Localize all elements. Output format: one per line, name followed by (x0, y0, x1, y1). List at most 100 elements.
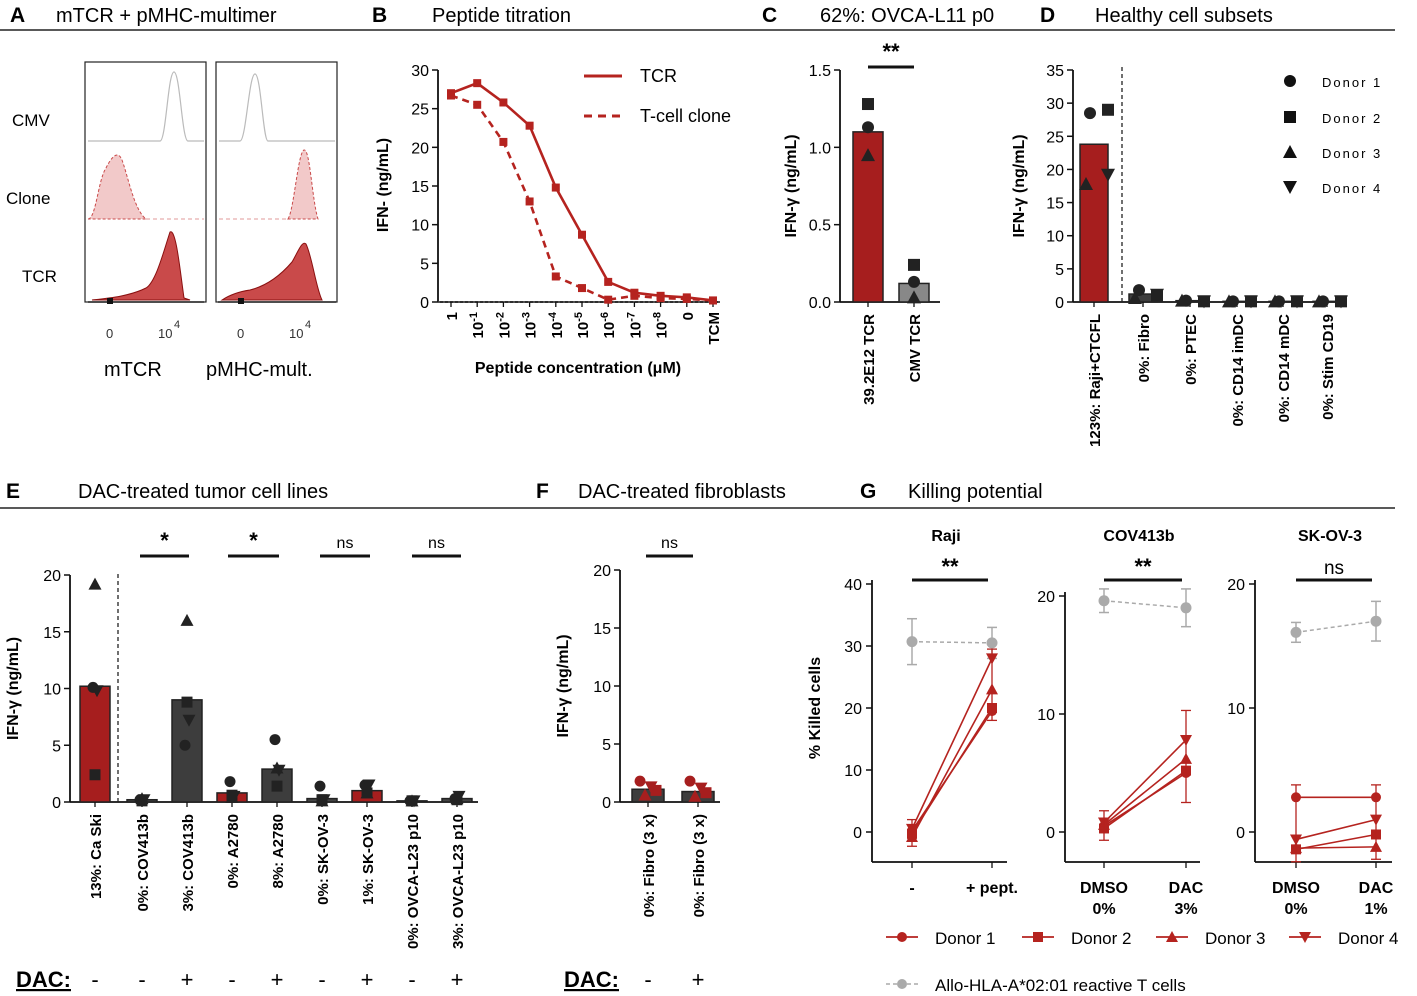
panel-d-point (1101, 168, 1115, 182)
panel-g-skov3-y-tick-label: 20 (1227, 577, 1245, 594)
histogram-cmv-mtcr (88, 71, 204, 142)
panel-f-y-tick-label: 10 (593, 679, 611, 696)
panel-d-point (1150, 288, 1164, 302)
panel-e-sig-label: * (160, 528, 169, 553)
panel-d-point (1079, 177, 1093, 191)
panel-f-chart: 0 5 10 15 20 0%: Fibro (3 x) - 0%: Fibro (3 x) +… (555, 535, 720, 992)
panel-g-skov3-x-tick-label: 1% (1364, 901, 1387, 918)
panel-b-x-tick-label: 0 (680, 312, 697, 320)
panel-d-legend-marker (1284, 111, 1296, 123)
panel-g-legend-marker (1033, 932, 1043, 942)
panel-g-y-label: % Killed cells (807, 657, 824, 759)
histogram-frame-pmhc (215, 61, 338, 303)
panel-g-raji-y-tick-label: 10 (844, 763, 862, 780)
panel-g-legend-marker (1299, 932, 1311, 943)
panel-f-point (688, 789, 702, 802)
xlabel-mtcr: mTCR (104, 359, 162, 381)
panel-d-y-tick-label: 15 (1046, 196, 1064, 213)
row-label-cmv: CMV (12, 111, 50, 130)
panel-g-cov413b-y-tick-label: 10 (1037, 707, 1055, 724)
panel-c-y-tick-label: 1.0 (809, 140, 831, 157)
tick-ten-pmhc: 10 (289, 326, 303, 341)
panel-b-x-tick-label: 10-1 (468, 312, 487, 338)
panel-b-x-tick-label: 10-7 (625, 312, 644, 338)
panel-b-point (499, 98, 508, 107)
panel-d-x-tick-label: 0%: CD14 imDC (1230, 314, 1247, 427)
panel-g-cov413b-donor-line (1103, 758, 1187, 826)
panel-g-legend-allo-label: Allo-HLA-A*02:01 reactive T cells (935, 976, 1186, 995)
panel-e-sig-label: ns (337, 535, 354, 552)
panel-g-skov3-x-tick-label: DMSO (1272, 880, 1320, 897)
panel-g-raji-y-tick-label: 30 (844, 639, 862, 656)
panel-d-legend-label: Donor 1 (1322, 75, 1382, 90)
panel-f-dac-sign: + (692, 967, 705, 992)
panel-e-point (180, 613, 194, 626)
panel-c-x-tick-label: CMV TCR (907, 314, 924, 382)
panel-d-y-tick-label: 20 (1046, 162, 1064, 179)
panel-g-raji-x-tick-label: + pept. (966, 880, 1018, 897)
panel-f-sig-label: ns (661, 535, 678, 552)
panel-g-legend-allo-marker (897, 979, 907, 989)
panel-b-point (630, 291, 639, 300)
histogram-tcr-mtcr (91, 231, 191, 301)
panel-e-y-tick-label: 10 (43, 682, 61, 699)
panel-f-point (700, 787, 712, 799)
panel-b-x-tick-label: 10-6 (599, 312, 618, 338)
row-label-tcr: TCR (22, 267, 57, 286)
panel-a-letter: A (10, 4, 25, 27)
panel-f-x-tick-label: 0%: Fibro (3 x) (641, 814, 658, 917)
panel-f-point (644, 781, 658, 794)
panel-e-point (181, 696, 193, 708)
panel-g-cov413b-x-tick-label: 0% (1092, 901, 1115, 918)
panel-b-y-tick-label: 30 (411, 63, 429, 80)
panel-f-point (650, 784, 662, 796)
panel-g-cov413b-donor-line (1103, 739, 1187, 824)
panel-g-skov3-donor-line (1295, 833, 1377, 851)
panel-g-cov413b-x-tick-label: 3% (1174, 901, 1197, 918)
panel-g-cov413b-subplot-title: COV413b (1103, 528, 1174, 545)
panel-e-x-tick-label: 0%: A2780 (225, 814, 242, 889)
panel-d-x-tick-label: 0%: Fibro (1136, 314, 1153, 382)
panel-e-point (272, 764, 286, 777)
panel-c-title: 62%: OVCA-L11 p0 (820, 5, 994, 27)
panel-g-letter: G (860, 480, 876, 503)
panel-e-dac-sign: + (451, 967, 464, 992)
panel-c-chart: 0.0 0.5 1.0 1.5 39.2E12 TCR CMV TCR ** IFN-γ (n… (783, 39, 940, 405)
panel-e-x-tick-label: 13%: Ca Ski (88, 814, 105, 899)
panel-e-dac-sign: - (138, 967, 145, 992)
panel-e-point (269, 734, 281, 746)
panel-b-point (551, 272, 560, 281)
panel-e-point (182, 714, 196, 727)
panel-g-raji-allo-point (986, 637, 998, 649)
panel-b-point (473, 100, 482, 109)
panel-c-point (862, 98, 874, 111)
panel-g-raji-y-tick-label: 20 (844, 701, 862, 718)
panel-e-title: DAC-treated tumor cell lines (78, 481, 328, 503)
histogram-clone-pmhc (287, 149, 319, 220)
panel-b-y-tick-label: 10 (411, 218, 429, 235)
panel-f-y-tick-label: 20 (593, 563, 611, 580)
panel-f-point (694, 782, 708, 795)
panel-g-raji-subplot-title: Raji (931, 528, 960, 545)
panel-e-point (137, 794, 151, 807)
panel-c-y-tick-label: 1.5 (809, 63, 831, 80)
xlabel-pmhc-mult: pMHC-mult. (206, 359, 313, 381)
panel-e-x-tick-label: 3%: OVCA-L23 p10 (450, 814, 467, 949)
panel-d-point (1244, 295, 1258, 309)
tick-ten-exp-pmhc: 4 (305, 319, 311, 331)
panel-c-y-label: IFN-γ (ng/mL) (783, 134, 800, 237)
panel-g-legend-label: Donor 4 (1338, 929, 1398, 948)
panel-e-sig-label: ns (428, 535, 445, 552)
panel-e-point (224, 776, 236, 788)
panel-d-y-tick-label: 5 (1055, 262, 1064, 279)
panel-d-legend-label: Donor 3 (1322, 146, 1382, 161)
panel-b-point (709, 296, 717, 305)
panel-d-point (1290, 295, 1304, 309)
panel-e-bar (79, 685, 111, 803)
tick-ten-mtcr: 10 (158, 326, 172, 341)
panel-e-letter: E (6, 480, 20, 503)
panel-d-point (1128, 291, 1142, 305)
panel-e-x-tick-label: 0%: OVCA-L23 p10 (405, 814, 422, 949)
panel-f-y-label: IFN-γ (ng/mL) (555, 634, 572, 737)
panel-b-x-tick-label: 10-8 (652, 312, 671, 338)
